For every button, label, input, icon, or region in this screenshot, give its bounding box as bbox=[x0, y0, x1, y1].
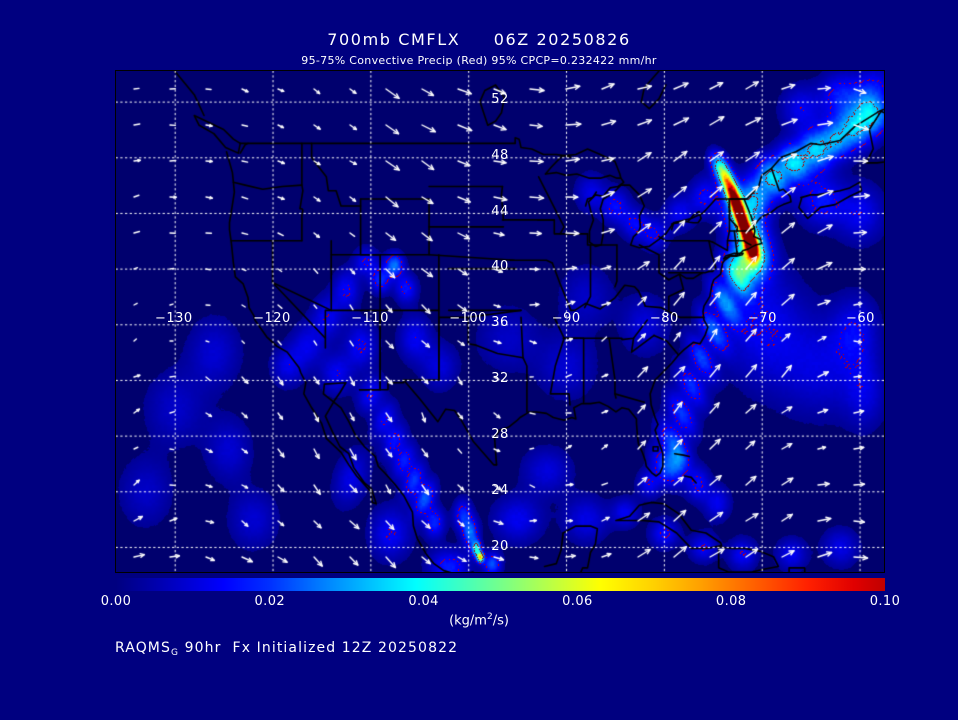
colorbar-tick-4: 0.08 bbox=[715, 594, 747, 609]
lon-tick-70: −70 bbox=[747, 311, 777, 326]
lon-tick-100: −100 bbox=[449, 311, 487, 326]
lat-tick-44: 44 bbox=[491, 203, 509, 219]
colorbar-tick-3: 0.06 bbox=[562, 594, 593, 609]
figure-footer: RAQMSG 90hr Fx Initialized 12Z 20250822 bbox=[115, 640, 459, 658]
lon-tick-80: −80 bbox=[649, 311, 679, 326]
lon-tick-130: −130 bbox=[154, 311, 193, 326]
colorbar bbox=[116, 578, 885, 591]
lon-tick-60: −60 bbox=[846, 311, 875, 326]
colorbar-tick-1: 0.02 bbox=[254, 594, 286, 609]
units-exponent: 2 bbox=[486, 612, 493, 622]
colorbar-units-label: (kg/m2/s) bbox=[449, 612, 509, 629]
lat-tick-32: 32 bbox=[491, 371, 509, 387]
lon-tick-110: −110 bbox=[351, 311, 389, 326]
lon-tick-120: −120 bbox=[253, 311, 291, 326]
cmflx-heatmap-canvas bbox=[116, 71, 884, 572]
lat-tick-24: 24 bbox=[491, 482, 509, 498]
colorbar-tick-0: 0.00 bbox=[100, 594, 132, 609]
colorbar-tick-2: 0.04 bbox=[408, 594, 439, 609]
lat-tick-20: 20 bbox=[491, 538, 509, 554]
lat-tick-48: 48 bbox=[491, 147, 509, 163]
footer-subscript: G bbox=[170, 648, 180, 658]
lat-tick-28: 28 bbox=[491, 427, 509, 443]
figure-title: 700mb CMFLX 06Z 20250826 bbox=[327, 30, 631, 49]
lat-tick-40: 40 bbox=[491, 259, 509, 275]
map-plot-area bbox=[115, 70, 885, 573]
lat-tick-52: 52 bbox=[491, 91, 509, 107]
figure-subtitle: 95-75% Convective Precip (Red) 95% CPCP=… bbox=[301, 54, 657, 67]
lat-tick-36: 36 bbox=[491, 315, 509, 331]
colorbar-tick-5: 0.10 bbox=[869, 594, 901, 609]
lon-tick-90: −90 bbox=[551, 311, 581, 326]
